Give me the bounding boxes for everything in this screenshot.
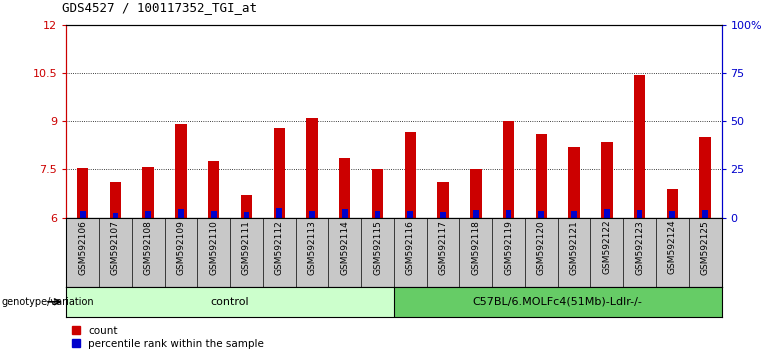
Text: GSM592122: GSM592122 bbox=[602, 220, 612, 274]
Bar bbox=[211, 211, 217, 218]
Text: GSM592123: GSM592123 bbox=[635, 220, 644, 275]
Bar bbox=[700, 137, 711, 218]
Text: GSM592106: GSM592106 bbox=[78, 220, 87, 275]
Bar bbox=[702, 210, 708, 218]
Bar bbox=[407, 211, 413, 218]
Bar bbox=[667, 189, 678, 218]
Bar bbox=[470, 170, 481, 218]
Text: GSM592117: GSM592117 bbox=[438, 220, 448, 275]
Bar bbox=[176, 125, 186, 218]
Legend: count, percentile rank within the sample: count, percentile rank within the sample bbox=[72, 326, 264, 349]
Text: GSM592120: GSM592120 bbox=[537, 220, 546, 275]
Text: GSM592108: GSM592108 bbox=[144, 220, 153, 275]
Bar bbox=[669, 211, 675, 218]
Text: GSM592113: GSM592113 bbox=[307, 220, 317, 275]
Bar bbox=[241, 195, 252, 218]
Bar bbox=[405, 132, 416, 218]
Bar bbox=[143, 167, 154, 218]
Text: GSM592110: GSM592110 bbox=[209, 220, 218, 275]
Text: GSM592118: GSM592118 bbox=[471, 220, 480, 275]
Text: control: control bbox=[211, 297, 250, 307]
Text: GSM592124: GSM592124 bbox=[668, 220, 677, 274]
Bar bbox=[372, 170, 383, 218]
Text: C57BL/6.MOLFc4(51Mb)-Ldlr-/-: C57BL/6.MOLFc4(51Mb)-Ldlr-/- bbox=[473, 297, 643, 307]
Bar bbox=[307, 118, 317, 218]
Bar bbox=[394, 287, 722, 317]
Bar bbox=[601, 142, 612, 218]
Text: GSM592119: GSM592119 bbox=[504, 220, 513, 275]
Bar bbox=[538, 211, 544, 218]
Bar bbox=[276, 208, 282, 218]
Text: GSM592125: GSM592125 bbox=[700, 220, 710, 275]
Bar bbox=[145, 211, 151, 218]
Text: GSM592111: GSM592111 bbox=[242, 220, 251, 275]
Bar bbox=[473, 210, 479, 218]
Bar bbox=[80, 211, 86, 218]
Bar bbox=[571, 211, 577, 218]
Bar bbox=[440, 212, 446, 218]
Text: GSM592121: GSM592121 bbox=[569, 220, 579, 275]
Bar bbox=[66, 287, 394, 317]
Bar bbox=[604, 209, 610, 218]
Text: GSM592107: GSM592107 bbox=[111, 220, 120, 275]
Bar bbox=[374, 211, 381, 218]
Bar bbox=[438, 182, 448, 218]
Text: genotype/variation: genotype/variation bbox=[2, 297, 94, 307]
Text: GSM592115: GSM592115 bbox=[373, 220, 382, 275]
Bar bbox=[536, 134, 547, 218]
Bar bbox=[339, 158, 350, 218]
Text: GSM592116: GSM592116 bbox=[406, 220, 415, 275]
Bar bbox=[636, 210, 643, 218]
Bar bbox=[110, 182, 121, 218]
Bar bbox=[505, 210, 512, 218]
Bar bbox=[178, 209, 184, 218]
Bar bbox=[569, 147, 580, 218]
Text: GSM592112: GSM592112 bbox=[275, 220, 284, 275]
Bar bbox=[112, 212, 119, 218]
Bar bbox=[77, 168, 88, 218]
Bar bbox=[243, 212, 250, 218]
Bar bbox=[208, 161, 219, 218]
Bar bbox=[274, 128, 285, 218]
Text: GSM592114: GSM592114 bbox=[340, 220, 349, 275]
Bar bbox=[503, 121, 514, 218]
Bar bbox=[342, 209, 348, 218]
Text: GSM592109: GSM592109 bbox=[176, 220, 186, 275]
Bar bbox=[634, 75, 645, 218]
Text: GDS4527 / 100117352_TGI_at: GDS4527 / 100117352_TGI_at bbox=[62, 1, 257, 14]
Bar bbox=[309, 211, 315, 218]
